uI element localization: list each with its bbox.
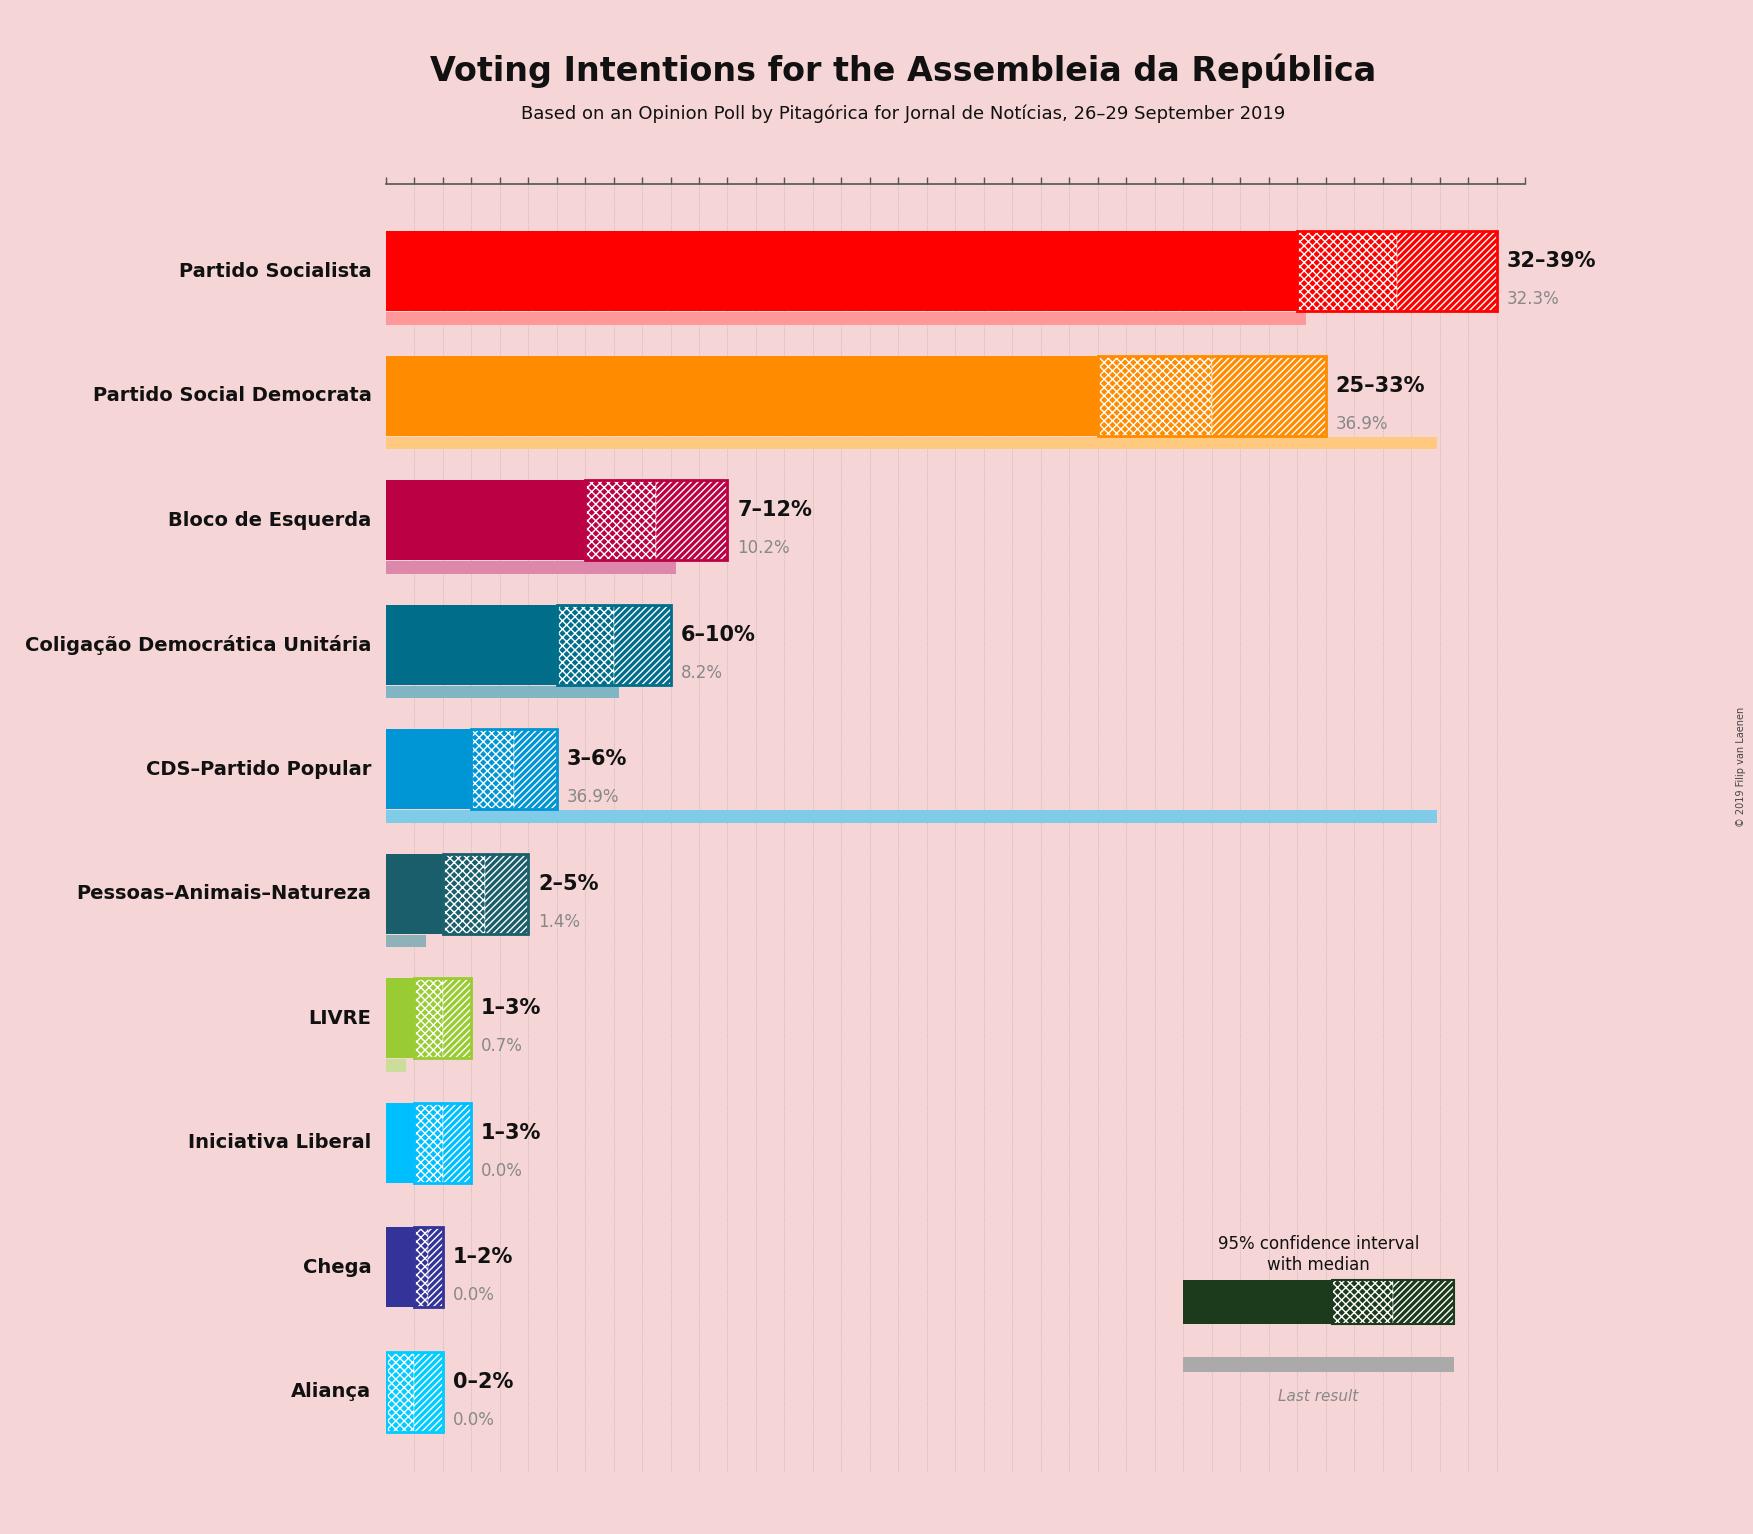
- Text: Chega: Chega: [303, 1258, 372, 1276]
- Bar: [614, 604, 670, 684]
- Text: 8.2%: 8.2%: [680, 664, 722, 681]
- Text: 1–3%: 1–3%: [480, 999, 542, 1019]
- Text: 36.9%: 36.9%: [1336, 414, 1388, 433]
- Text: Bloco de Esquerda: Bloco de Esquerda: [168, 511, 372, 529]
- Bar: [386, 232, 1297, 311]
- Text: CDS–Partido Popular: CDS–Partido Popular: [145, 759, 372, 779]
- Text: Aliança: Aliança: [291, 1382, 372, 1401]
- Text: 0–2%: 0–2%: [452, 1371, 514, 1391]
- Text: 95% confidence interval
with median: 95% confidence interval with median: [1218, 1235, 1420, 1275]
- Text: Iniciativa Liberal: Iniciativa Liberal: [188, 1134, 372, 1152]
- Bar: [1097, 356, 1325, 436]
- Text: © 2019 Filip van Laenen: © 2019 Filip van Laenen: [1735, 707, 1746, 827]
- Bar: [556, 604, 670, 684]
- Bar: [1297, 232, 1497, 311]
- Text: 0.0%: 0.0%: [452, 1285, 494, 1304]
- Text: 25–33%: 25–33%: [1336, 376, 1425, 396]
- Bar: [414, 1227, 428, 1307]
- Bar: [386, 979, 414, 1058]
- Bar: [386, 1060, 405, 1072]
- Bar: [472, 729, 556, 808]
- Bar: [386, 437, 1437, 449]
- Bar: [1332, 1279, 1453, 1324]
- Text: 1–3%: 1–3%: [480, 1123, 542, 1143]
- Bar: [386, 854, 442, 934]
- Bar: [1183, 1279, 1332, 1324]
- Bar: [414, 1351, 442, 1431]
- Text: 10.2%: 10.2%: [738, 538, 791, 557]
- Bar: [486, 854, 528, 934]
- Text: 2–5%: 2–5%: [538, 874, 598, 894]
- Text: Pessoas–Animais–Natureza: Pessoas–Animais–Natureza: [77, 884, 372, 904]
- Bar: [586, 480, 727, 560]
- Bar: [1394, 1279, 1453, 1324]
- Bar: [386, 1103, 414, 1183]
- Bar: [386, 1351, 442, 1431]
- Bar: [414, 1103, 472, 1183]
- Bar: [442, 979, 472, 1058]
- Bar: [442, 1103, 472, 1183]
- Text: 1.4%: 1.4%: [538, 913, 580, 931]
- Text: Last result: Last result: [1278, 1390, 1359, 1404]
- Bar: [414, 979, 442, 1058]
- Text: Partido Social Democrata: Partido Social Democrata: [93, 387, 372, 405]
- Bar: [1211, 356, 1325, 436]
- Bar: [442, 854, 486, 934]
- Bar: [1397, 232, 1497, 311]
- Bar: [386, 729, 472, 808]
- Bar: [1332, 1279, 1394, 1324]
- Text: 7–12%: 7–12%: [738, 500, 812, 520]
- Bar: [386, 561, 677, 574]
- Text: 0.0%: 0.0%: [480, 1161, 522, 1180]
- Bar: [1097, 356, 1211, 436]
- Text: 0.0%: 0.0%: [452, 1411, 494, 1428]
- Text: 3–6%: 3–6%: [566, 749, 628, 769]
- Bar: [514, 729, 556, 808]
- Text: 1–2%: 1–2%: [452, 1247, 514, 1267]
- Text: LIVRE: LIVRE: [309, 1009, 372, 1028]
- Text: 6–10%: 6–10%: [680, 624, 756, 644]
- Bar: [386, 604, 556, 684]
- Bar: [386, 1351, 414, 1431]
- Text: Partido Socialista: Partido Socialista: [179, 262, 372, 281]
- Bar: [386, 686, 619, 698]
- Text: 32–39%: 32–39%: [1506, 252, 1595, 272]
- Text: Based on an Opinion Poll by Pitagórica for Jornal de Notícias, 26–29 September 2: Based on an Opinion Poll by Pitagórica f…: [521, 104, 1285, 123]
- Bar: [386, 480, 586, 560]
- Bar: [386, 356, 1097, 436]
- Bar: [386, 810, 1437, 822]
- Bar: [1183, 1358, 1453, 1371]
- Bar: [428, 1227, 442, 1307]
- Bar: [1297, 232, 1397, 311]
- Text: 0.7%: 0.7%: [480, 1037, 522, 1055]
- Text: Coligação Democrática Unitária: Coligação Democrática Unitária: [25, 635, 372, 655]
- Bar: [386, 1227, 414, 1307]
- Text: 36.9%: 36.9%: [566, 788, 619, 805]
- Bar: [386, 313, 1306, 325]
- Bar: [586, 480, 656, 560]
- Bar: [414, 1227, 442, 1307]
- Bar: [472, 729, 514, 808]
- Bar: [442, 854, 528, 934]
- Bar: [556, 604, 614, 684]
- Bar: [386, 934, 426, 948]
- Bar: [414, 1103, 442, 1183]
- Bar: [656, 480, 727, 560]
- Bar: [414, 979, 472, 1058]
- Text: Voting Intentions for the Assembleia da República: Voting Intentions for the Assembleia da …: [429, 54, 1376, 87]
- Text: 32.3%: 32.3%: [1506, 290, 1560, 308]
